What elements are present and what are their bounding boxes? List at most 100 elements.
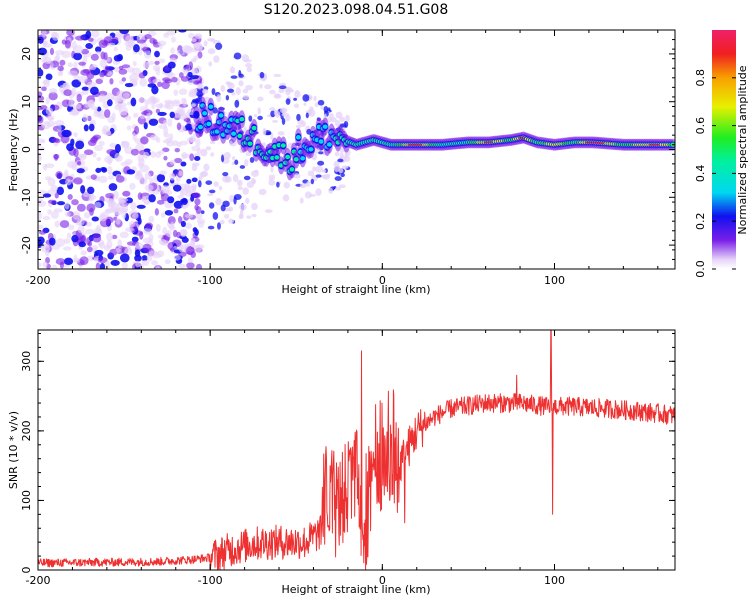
noise-blob — [50, 211, 59, 220]
noise-blob — [38, 211, 43, 221]
noise-blob — [87, 255, 95, 261]
noise-blob — [90, 245, 99, 250]
transition-blob — [220, 84, 226, 93]
noise-blob — [112, 95, 118, 101]
noise-blob — [109, 78, 114, 85]
spectrogram-x-label: Height of straight line (km) — [281, 283, 430, 296]
transition-blob — [231, 156, 236, 161]
noise-blob — [163, 155, 168, 161]
noise-blob — [63, 238, 71, 244]
transition-blob — [282, 108, 286, 116]
colorbar-label: Normalized spectral amplitude — [736, 65, 749, 234]
noise-blob — [148, 250, 159, 257]
noise-blob — [94, 249, 104, 256]
noise-blob — [176, 122, 182, 131]
transition-blob — [282, 194, 290, 202]
noise-blob — [64, 202, 70, 210]
noise-blob — [106, 240, 113, 249]
noise-blob — [38, 236, 45, 245]
noise-blob — [85, 30, 92, 39]
noise-blob — [99, 262, 106, 269]
transition-blob — [238, 73, 244, 78]
noise-blob — [67, 62, 74, 68]
snr-y-ticks: 0 100 200 300 — [20, 332, 675, 574]
noise-blob — [38, 68, 44, 77]
transition-blob — [223, 151, 231, 160]
noise-blob — [38, 106, 44, 111]
noise-blob — [184, 123, 193, 131]
noise-blob — [90, 53, 99, 61]
transition-blob — [294, 103, 300, 109]
noise-blob — [197, 51, 203, 59]
transition-blob — [338, 184, 346, 189]
transition-blob — [233, 193, 242, 201]
noise-blob — [73, 52, 83, 61]
snr-x-tick-label: 0 — [379, 574, 386, 587]
noise-blob — [55, 50, 65, 55]
noise-blob — [173, 184, 182, 192]
noise-blob — [48, 237, 56, 246]
noise-blob — [91, 135, 99, 142]
noise-blob — [73, 177, 83, 185]
noise-blob — [86, 71, 95, 80]
transition-blob — [293, 97, 298, 101]
noise-blob — [122, 141, 130, 148]
noise-blob — [186, 262, 195, 269]
ridge-mid — [202, 111, 208, 116]
noise-blob — [194, 204, 199, 211]
noise-blob — [71, 79, 82, 88]
transition-blob — [232, 174, 239, 183]
transition-blob — [208, 61, 213, 67]
noise-blob — [143, 151, 150, 159]
transition-blob — [270, 132, 274, 140]
ridge-mid — [326, 142, 332, 147]
noise-blob — [121, 262, 128, 269]
noise-blob — [143, 122, 148, 130]
ridge-mid — [208, 104, 214, 109]
noise-blob — [136, 204, 146, 209]
noise-blob — [143, 34, 152, 40]
transition-blob — [264, 84, 272, 90]
noise-blob — [106, 148, 117, 155]
noise-blob — [86, 203, 96, 213]
noise-blob — [158, 124, 168, 129]
noise-blob — [147, 83, 157, 88]
noise-blob — [87, 37, 94, 42]
spectrogram-y-ticks: -20 -10 0 10 20 — [20, 29, 675, 270]
noise-blob — [134, 125, 140, 135]
transition-blob — [314, 102, 319, 108]
transition-blob — [192, 185, 197, 190]
noise-blob — [87, 240, 93, 247]
noise-blob — [177, 216, 183, 224]
transition-blob — [283, 181, 290, 189]
noise-blob — [40, 243, 50, 248]
transition-blob — [243, 175, 251, 181]
transition-blob — [213, 181, 219, 187]
noise-blob — [148, 233, 154, 242]
noise-blob — [124, 227, 134, 233]
noise-blob — [76, 93, 82, 103]
noise-blob — [38, 224, 44, 230]
noise-blob — [169, 172, 176, 181]
transition-blob — [271, 174, 276, 181]
noise-blob — [114, 66, 119, 73]
noise-blob — [194, 244, 202, 253]
noise-blob — [54, 119, 65, 126]
noise-blob — [45, 107, 54, 116]
noise-blob — [180, 76, 190, 82]
noise-blob — [109, 142, 117, 149]
noise-blob — [59, 59, 66, 66]
noise-blob — [178, 88, 188, 96]
noise-blob — [42, 216, 51, 221]
transition-blob — [208, 189, 216, 194]
noise-blob — [176, 106, 184, 115]
noise-blob — [124, 247, 133, 256]
noise-blob — [97, 257, 108, 264]
noise-blob — [57, 71, 64, 77]
noise-blob — [78, 61, 86, 66]
noise-blob — [130, 148, 139, 156]
noise-blob — [88, 123, 95, 132]
transition-blob — [226, 207, 231, 212]
noise-blob — [191, 177, 198, 183]
